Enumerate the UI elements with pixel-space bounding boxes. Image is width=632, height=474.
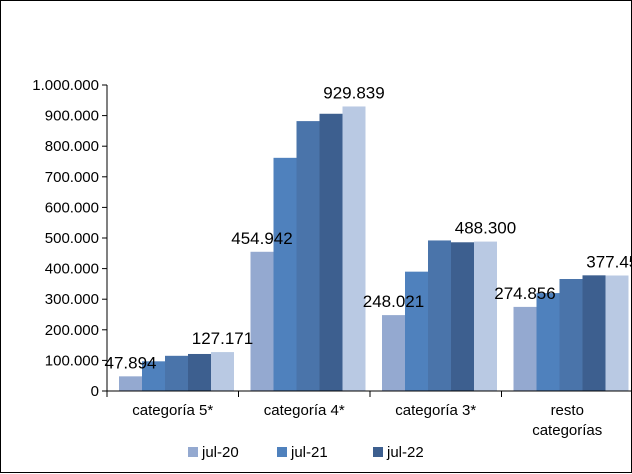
bar [382,315,405,391]
bar [559,279,583,391]
bar [273,157,297,391]
y-tick-label: 500.000 [45,230,99,247]
y-tick-label: 700.000 [45,169,99,186]
data-label: 377.459 [586,252,632,271]
x-category-label: categorías [532,422,602,439]
data-label: 929.839 [323,83,384,102]
bar [513,306,537,391]
bar [188,353,211,391]
y-tick-label: 200.000 [45,322,99,339]
legend-label: jul-21 [290,444,328,461]
bar [342,106,366,391]
bar [250,251,274,391]
data-label: 248.021 [363,292,424,311]
bar [474,241,497,391]
legend-label: jul-20 [201,444,239,461]
y-tick-label: 1.000.000 [32,77,99,94]
x-category-label: categoría 3* [395,402,476,419]
bar [142,361,165,391]
bar [405,271,428,391]
bar [319,113,343,391]
y-tick-label: 600.000 [45,199,99,216]
bar [296,121,320,391]
bar [582,275,606,391]
x-category-label: categoría 5* [132,402,213,419]
x-category-label: resto [551,402,584,419]
y-tick-label: 100.000 [45,352,99,369]
data-label: 127.171 [192,329,253,348]
legend-swatch [373,447,383,457]
legend-swatch [277,447,287,457]
bar [605,275,629,391]
y-tick-label: 900.000 [45,108,99,125]
bar [119,376,142,391]
y-tick-label: 0 [91,383,99,400]
legend-swatch [188,447,198,457]
data-label: 274.856 [494,284,555,303]
y-tick-label: 300.000 [45,291,99,308]
legend-label: jul-22 [386,444,424,461]
data-label: 47.894 [105,353,157,372]
bar [451,242,474,391]
x-category-label: categoría 4* [264,402,345,419]
bar [536,293,560,391]
data-label: 454.942 [231,229,292,248]
bar [211,352,234,391]
y-tick-label: 800.000 [45,138,99,155]
y-tick-label: 400.000 [45,261,99,278]
bar [428,240,451,391]
bar [165,355,188,391]
data-label: 488.300 [455,219,516,238]
